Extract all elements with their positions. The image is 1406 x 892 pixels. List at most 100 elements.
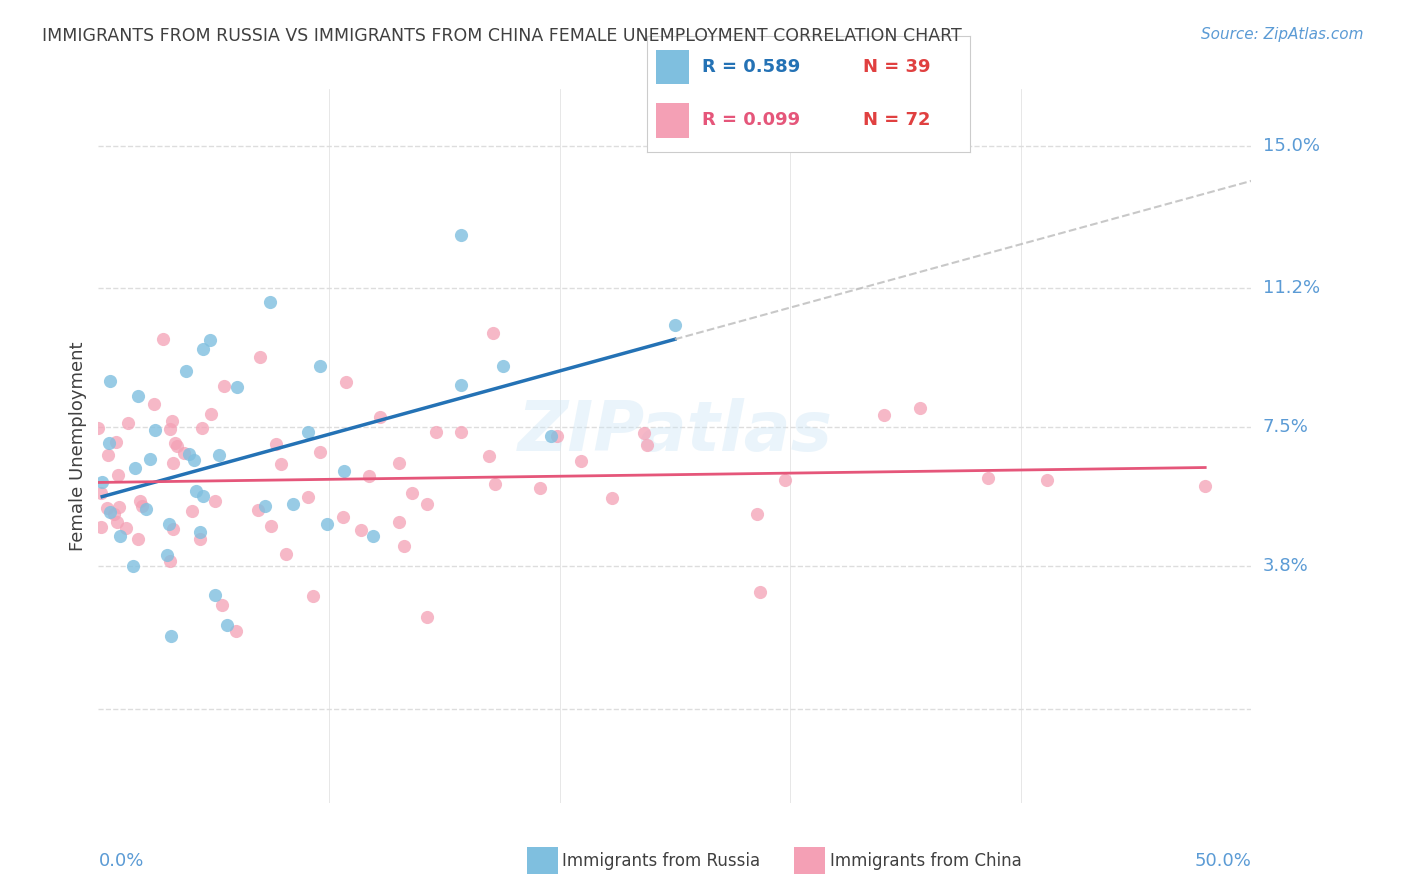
Point [425,425,447,439]
Point [401,486,423,500]
Text: 50.0%: 50.0% [1195,852,1251,870]
Point [361,529,384,543]
Point [159,422,181,436]
Point [747,507,769,521]
Point [368,409,391,424]
Point [484,477,506,491]
Point [97,436,120,450]
Point [108,500,131,515]
FancyBboxPatch shape [657,50,689,85]
Point [103,507,125,521]
Point [115,521,138,535]
Point [259,294,281,309]
Point [359,468,381,483]
Point [128,494,150,508]
Point [416,497,439,511]
Text: R = 0.589: R = 0.589 [702,58,800,76]
Point [600,491,623,505]
Point [191,342,214,356]
Point [335,375,357,389]
Point [90,520,112,534]
Point [157,516,180,531]
Point [276,547,298,561]
Point [122,559,145,574]
Point [204,588,226,602]
Point [143,397,166,411]
Point [100,506,122,520]
Point [873,408,896,422]
Point [183,453,205,467]
Point [1036,473,1059,487]
Text: Source: ZipAtlas.com: Source: ZipAtlas.com [1201,27,1364,42]
Point [297,425,319,439]
Point [388,456,411,470]
Point [181,504,204,518]
Point [266,437,288,451]
Text: 0.0%: 0.0% [98,852,143,870]
Point [316,516,339,531]
Point [162,522,184,536]
Text: Immigrants from China: Immigrants from China [830,852,1021,870]
Point [215,618,238,632]
Point [162,414,184,428]
Point [160,629,183,643]
Point [226,380,249,394]
Point [249,350,271,364]
Point [1194,479,1216,493]
Point [190,524,212,539]
Point [117,416,139,430]
Point [270,457,292,471]
Point [633,426,655,441]
Point [977,471,1000,485]
Point [481,326,503,340]
Point [173,446,195,460]
Point [143,423,166,437]
Point [450,425,472,439]
Text: 7.5%: 7.5% [1263,418,1309,436]
Point [97,448,120,462]
Point [108,528,131,542]
Point [162,456,184,470]
Point [636,438,658,452]
Point [546,429,568,443]
Point [135,501,157,516]
Point [207,448,229,462]
Point [492,359,515,374]
Point [450,228,472,243]
Point [124,461,146,475]
Point [529,482,551,496]
Point [569,454,592,468]
Point [664,318,686,333]
Text: N = 39: N = 39 [863,58,931,76]
Point [392,539,415,553]
Text: Immigrants from Russia: Immigrants from Russia [562,852,761,870]
Point [254,500,277,514]
Point [152,332,174,346]
Point [416,610,439,624]
Point [332,509,354,524]
Text: N = 72: N = 72 [863,112,931,129]
Text: 15.0%: 15.0% [1263,136,1320,154]
Point [191,420,214,434]
Point [107,467,129,482]
Point [388,515,411,529]
Point [908,401,931,416]
Point [204,494,226,508]
Point [775,474,797,488]
Point [478,449,501,463]
Point [281,498,304,512]
Y-axis label: Female Unemployment: Female Unemployment [69,342,87,550]
Point [260,519,283,533]
Point [96,501,118,516]
Text: R = 0.099: R = 0.099 [702,112,800,129]
Point [188,532,211,546]
Point [139,452,162,467]
Point [127,533,149,547]
Point [309,444,332,458]
Point [297,490,319,504]
Point [349,523,371,537]
Point [540,429,562,443]
Point [186,483,208,498]
Point [749,585,772,599]
Text: ZIPatlas: ZIPatlas [517,398,832,466]
